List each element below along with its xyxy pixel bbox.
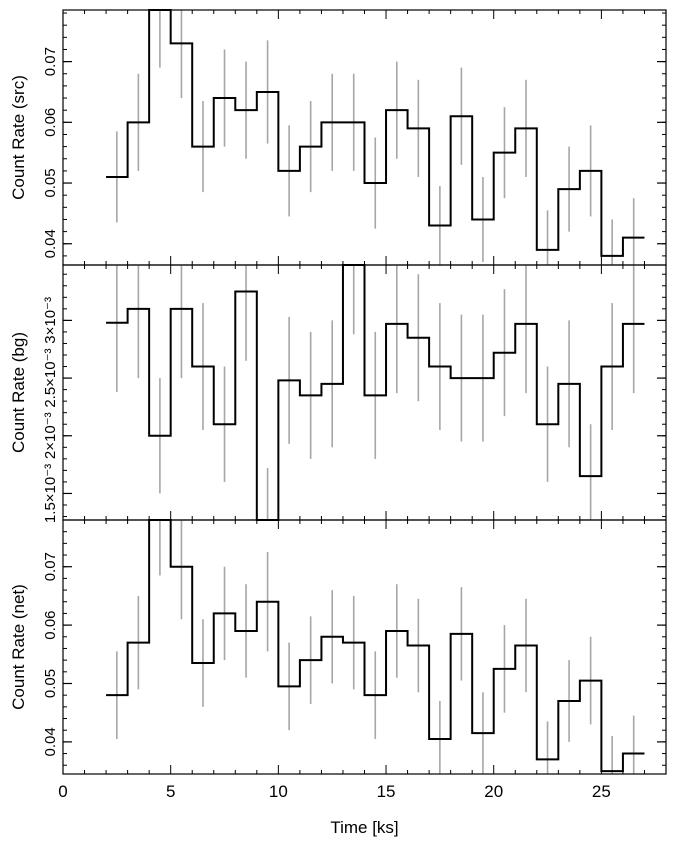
y-tick-label: 2×10⁻³ [42, 412, 59, 459]
x-tick-label: 10 [269, 782, 288, 801]
y-tick-label: 1.5×10⁻³ [42, 464, 59, 523]
y-axis-label-net: Count Rate (net) [9, 584, 28, 710]
y-axis-label-src: Count Rate (src) [9, 75, 28, 200]
x-tick-label: 0 [58, 782, 67, 801]
panel-bg: 1.5×10⁻³ 2×10⁻³ 2.5×10⁻³ 3×10⁻³ Count Rate (… [9, 264, 667, 523]
x-tick-label: 25 [592, 782, 611, 801]
y-tick-label: 3×10⁻³ [42, 297, 59, 344]
step-line-src [106, 9, 645, 257]
y-tick-label: 2.5×10⁻³ [42, 348, 59, 407]
step-line-bg [106, 264, 645, 521]
step-line-net [106, 519, 645, 773]
x-tick-label: 20 [484, 782, 503, 801]
y-tick-label: 0.05 [42, 168, 59, 197]
x-tick-label: 15 [377, 782, 396, 801]
x-axis-label: Time [ks] [330, 818, 398, 837]
y-tick-label: 0.04 [42, 229, 59, 258]
y-tick-label: 0.05 [42, 669, 59, 698]
y-tick-label: 0.07 [42, 552, 59, 581]
y-tick-label: 0.06 [42, 611, 59, 640]
panel-net: 0.04 0.05 0.06 0.07 Count Rate (net) [9, 519, 667, 775]
x-tick-label: 5 [166, 782, 175, 801]
y-axis-label-bg: Count Rate (bg) [9, 332, 28, 453]
y-tick-label: 0.07 [42, 47, 59, 76]
y-tick-label: 0.06 [42, 108, 59, 137]
panel-src: 0.04 0.05 0.06 0.07 Count Rate (src) [9, 9, 667, 266]
panels: 0.04 0.05 0.06 0.07 Count Rate (src) 1.5×10⁻³… [9, 9, 667, 775]
x-axis: 0 5 10 15 20 25 Time [ks] [58, 782, 611, 837]
y-tick-label: 0.04 [42, 727, 59, 756]
